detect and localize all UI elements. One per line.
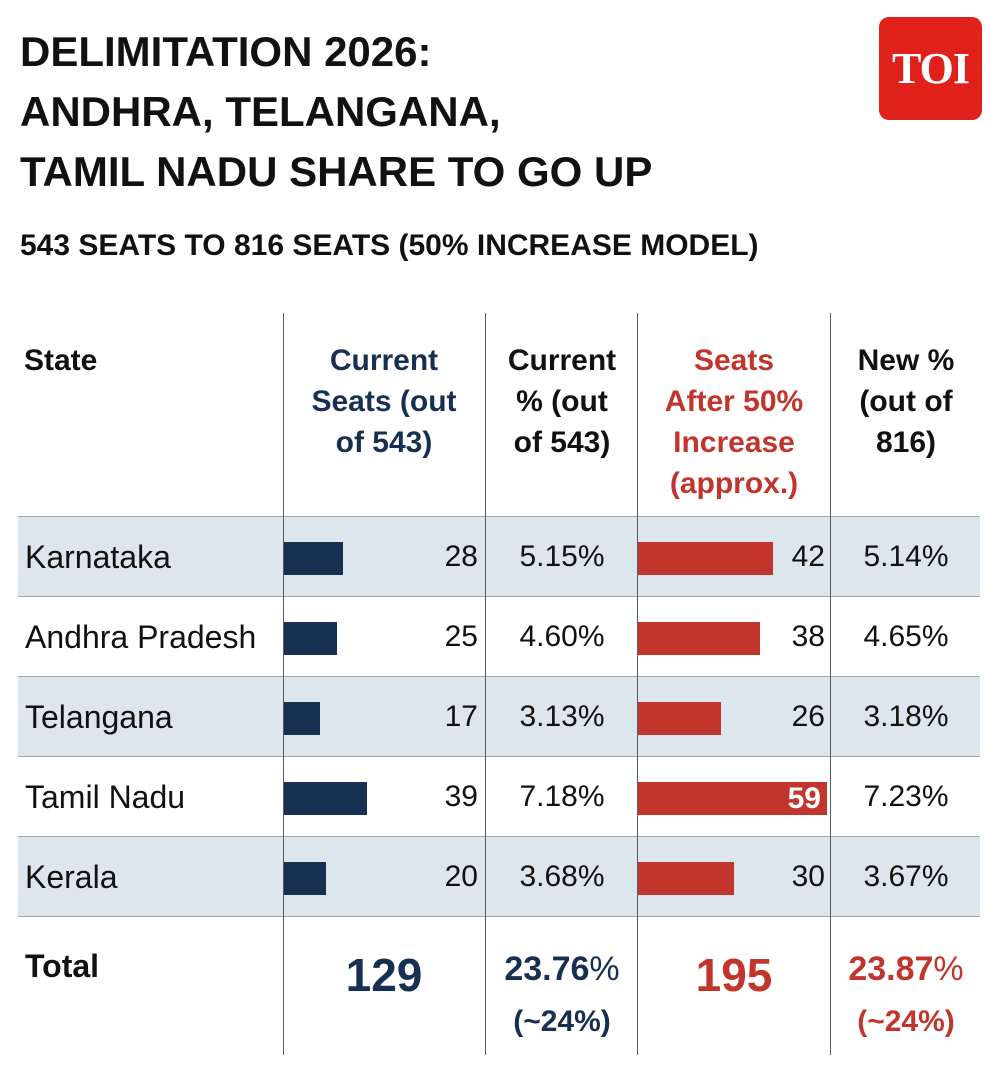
after-seats-bar <box>638 622 760 655</box>
subtitle: 543 SEATS TO 816 SEATS (50% INCREASE MOD… <box>20 229 759 262</box>
after-seats-bar <box>638 702 721 735</box>
header-line: New % <box>857 344 955 377</box>
header-current-pct: Current % (out of 543) <box>487 340 637 463</box>
new-pct-value: 5.14% <box>863 540 949 573</box>
after-seats-value: 59 <box>787 782 821 815</box>
total-current-pct-approx: (~24%) <box>513 1005 611 1038</box>
state-name: Tamil Nadu <box>25 779 186 815</box>
total-after-seats: 195 <box>695 949 773 1001</box>
header-line: (approx.) <box>669 467 799 500</box>
total-new-pct-number: 23.87 <box>848 950 934 988</box>
header-line: After 50% <box>664 385 804 418</box>
column-divider <box>637 313 638 1055</box>
current-pct-value: 5.15% <box>519 540 605 573</box>
after-seats-bar <box>638 862 734 895</box>
row-divider <box>18 916 980 917</box>
total-new-pct-suffix: % <box>933 950 964 988</box>
after-seats-value: 26 <box>791 700 825 733</box>
total-current-seats: 129 <box>345 949 423 1001</box>
header-state: State <box>24 344 98 377</box>
header-line: Current <box>507 344 617 377</box>
new-pct-value: 4.65% <box>863 620 949 653</box>
header-line: (out of <box>859 385 953 418</box>
new-pct-value: 7.23% <box>863 780 949 813</box>
header-line: Seats <box>693 344 775 377</box>
current-seats-bar <box>284 542 343 575</box>
state-name: Andhra Pradesh <box>25 619 257 655</box>
header-line: Seats (out <box>311 385 457 418</box>
state-name: Karnataka <box>25 539 171 575</box>
row-band <box>18 517 980 597</box>
current-pct-value: 3.68% <box>519 860 605 893</box>
after-seats-value: 30 <box>791 860 825 893</box>
current-seats-bar <box>284 702 320 735</box>
row-band <box>18 837 980 917</box>
current-seats-bar <box>284 622 337 655</box>
current-seats-bar <box>284 782 367 815</box>
total-label: Total <box>25 948 100 984</box>
header-line: Increase <box>673 426 795 459</box>
header-line: Current <box>329 344 439 377</box>
current-seats-bar <box>284 862 326 895</box>
header-line: % (out <box>516 385 608 418</box>
after-seats-value: 42 <box>791 540 825 573</box>
header-new-pct: New % (out of 816) <box>832 340 980 463</box>
column-divider <box>830 313 831 1055</box>
after-seats-value: 38 <box>791 620 825 653</box>
current-pct-value: 4.60% <box>519 620 605 653</box>
row-divider <box>18 676 980 677</box>
toi-logo: TOI <box>879 17 982 120</box>
current-pct-value: 7.18% <box>519 780 605 813</box>
row-divider <box>18 596 980 597</box>
header-current-seats: Current Seats (out of 543) <box>286 340 482 463</box>
new-pct-value: 3.18% <box>863 700 949 733</box>
header-after-seats: Seats After 50% Increase (approx.) <box>638 340 830 504</box>
column-divider <box>485 313 486 1055</box>
headline-line-1: DELIMITATION 2026: <box>20 28 432 75</box>
headline-line-2: ANDHRA, TELANGANA, <box>20 88 501 135</box>
current-seats-value: 20 <box>444 860 478 893</box>
current-seats-value: 28 <box>444 540 478 573</box>
current-pct-value: 3.13% <box>519 700 605 733</box>
total-new-pct: 23.87% <box>832 946 980 992</box>
row-band <box>18 677 980 757</box>
state-name: Kerala <box>25 859 118 895</box>
total-current-pct-number: 23.76 <box>504 950 590 988</box>
new-pct-value: 3.67% <box>863 860 949 893</box>
header-line: of 543) <box>335 426 433 459</box>
after-seats-bar <box>638 542 773 575</box>
column-divider <box>283 313 284 1055</box>
row-divider <box>18 516 980 517</box>
current-seats-value: 39 <box>444 780 478 813</box>
current-seats-value: 17 <box>444 700 478 733</box>
current-seats-value: 25 <box>444 620 478 653</box>
headline-line-3: TAMIL NADU SHARE TO GO UP <box>20 148 653 195</box>
header-line: of 543) <box>513 426 611 459</box>
total-new-pct-approx: (~24%) <box>857 1005 955 1038</box>
total-current-pct-suffix: % <box>589 950 620 988</box>
after-seats-bar <box>638 782 827 815</box>
row-divider <box>18 836 980 837</box>
headline: DELIMITATION 2026: ANDHRA, TELANGANA, TA… <box>20 22 860 202</box>
state-name: Telangana <box>25 699 173 735</box>
header-line: 816) <box>875 426 937 459</box>
row-divider <box>18 756 980 757</box>
total-current-pct: 23.76% <box>487 946 637 992</box>
